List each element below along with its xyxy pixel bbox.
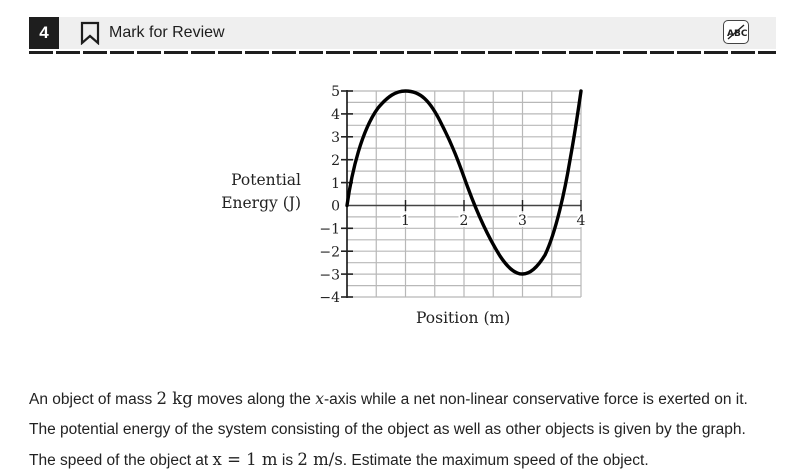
- svg-text:3: 3: [331, 130, 340, 146]
- mark-for-review-label: Mark for Review: [109, 24, 225, 41]
- svg-text:2: 2: [460, 213, 469, 229]
- svg-text:−1: −1: [319, 222, 340, 238]
- question-stem: An object of mass 2 kg moves along the x…: [29, 384, 779, 476]
- svg-text:3: 3: [518, 213, 527, 229]
- mark-for-review-button[interactable]: Mark for Review: [80, 17, 225, 49]
- svg-text:−4: −4: [319, 290, 340, 306]
- svg-text:0: 0: [331, 199, 340, 215]
- svg-text:1: 1: [401, 213, 410, 229]
- svg-text:−3: −3: [319, 268, 340, 284]
- svg-text:ABC: ABC: [727, 29, 747, 39]
- question-header-bar: [29, 17, 776, 49]
- y-axis-label: Potential Energy (J): [221, 171, 301, 212]
- question-line-3: The speed of the object at x = 1 m is 2 …: [29, 450, 649, 469]
- potential-energy-curve: [345, 89, 583, 276]
- x-axis-label: Position (m): [416, 309, 511, 327]
- abc-strikethrough-icon: ABC: [727, 24, 747, 40]
- svg-text:3: 3: [518, 213, 527, 229]
- svg-text:−2: −2: [319, 245, 340, 261]
- bookmark-outline-icon: [80, 21, 100, 45]
- question-line-2: The potential energy of the system consi…: [29, 421, 746, 438]
- question-line-1: An object of mass 2 kg moves along the x…: [29, 389, 748, 408]
- svg-text:4: 4: [577, 213, 586, 229]
- svg-text:5: 5: [331, 84, 340, 100]
- answer-eliminator-toggle[interactable]: ABC: [723, 20, 749, 44]
- svg-text:1: 1: [331, 176, 340, 192]
- svg-text:4: 4: [577, 213, 586, 229]
- grid: [347, 90, 582, 298]
- header-dashed-divider: [29, 51, 776, 54]
- potential-energy-graph: 5 4 3 2 1 0 −1 −2 −3 −4 1 2 3 4 1 2 3 4: [319, 84, 587, 306]
- question-number-badge: 4: [29, 17, 59, 49]
- svg-text:2: 2: [331, 153, 340, 169]
- svg-text:4: 4: [331, 107, 340, 123]
- svg-text:1: 1: [401, 213, 410, 229]
- svg-text:2: 2: [460, 213, 469, 229]
